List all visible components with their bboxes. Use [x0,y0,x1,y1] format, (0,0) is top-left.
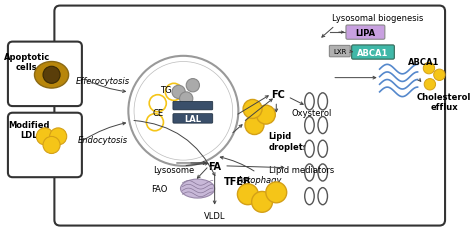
Text: LXR: LXR [333,49,346,55]
FancyBboxPatch shape [173,102,213,110]
Bar [63,121,73,170]
Text: Apoptotic
cells: Apoptotic cells [4,53,50,72]
FancyBboxPatch shape [8,43,82,107]
Text: Oxysterol: Oxysterol [291,109,331,118]
Text: Modified
LDL: Modified LDL [8,121,50,140]
Text: Lysosome: Lysosome [153,165,194,174]
Circle shape [423,63,435,75]
Circle shape [172,86,185,99]
Circle shape [50,128,67,145]
Text: ABCA1: ABCA1 [408,58,439,67]
Ellipse shape [305,141,314,158]
Text: FC: FC [271,89,285,99]
Ellipse shape [318,117,328,134]
Bar [63,50,73,99]
Circle shape [266,182,287,203]
Circle shape [36,128,54,145]
Ellipse shape [305,93,314,110]
FancyBboxPatch shape [55,6,445,226]
Ellipse shape [35,62,69,89]
Ellipse shape [305,188,314,205]
Text: FAO: FAO [151,184,167,193]
FancyBboxPatch shape [329,46,350,58]
Text: Lipid mediators: Lipid mediators [269,165,335,174]
Circle shape [186,79,200,92]
Ellipse shape [305,117,314,134]
Circle shape [434,70,445,81]
Circle shape [424,79,436,91]
Text: LIPA: LIPA [356,28,375,37]
Text: Efferocytosis: Efferocytosis [76,77,130,86]
Text: FA: FA [208,161,221,171]
Text: TFEB: TFEB [224,176,252,186]
Text: Lipid
droplets: Lipid droplets [269,132,309,151]
Circle shape [237,184,258,205]
Ellipse shape [318,93,328,110]
Text: Autophagy: Autophagy [237,175,282,184]
Text: VLDL: VLDL [204,211,226,220]
Text: CE: CE [152,109,164,118]
Ellipse shape [318,164,328,181]
Circle shape [149,95,166,112]
Text: TG: TG [161,86,172,95]
Text: ABCA1: ABCA1 [357,48,389,57]
Ellipse shape [318,188,328,205]
FancyBboxPatch shape [352,46,394,60]
Circle shape [256,106,275,125]
FancyBboxPatch shape [8,113,82,177]
Circle shape [243,100,262,119]
Circle shape [146,114,164,131]
Ellipse shape [318,141,328,158]
Circle shape [43,137,60,154]
Circle shape [180,92,193,106]
Text: LAL: LAL [184,114,201,123]
FancyBboxPatch shape [173,114,213,124]
Text: Lysosomal biogenesis: Lysosomal biogenesis [332,14,423,23]
Circle shape [252,191,273,212]
Circle shape [245,116,264,135]
Ellipse shape [305,164,314,181]
Ellipse shape [181,179,215,198]
Text: Cholesterol
efflux: Cholesterol efflux [417,92,471,112]
Circle shape [165,84,182,101]
Circle shape [134,62,233,161]
FancyBboxPatch shape [346,26,385,40]
Circle shape [128,57,238,166]
Text: Endocytosis: Endocytosis [78,135,128,144]
Circle shape [43,67,60,84]
